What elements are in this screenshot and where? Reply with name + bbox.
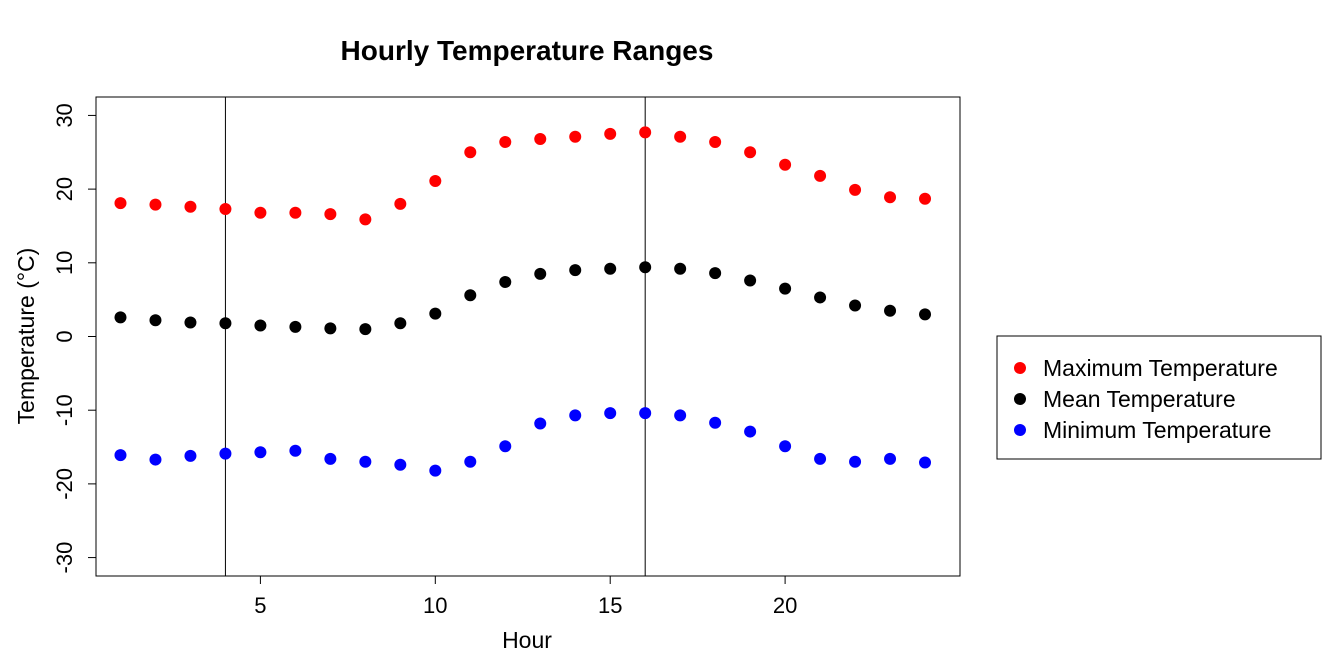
x-tick-label: 15	[598, 593, 622, 618]
data-point	[814, 291, 827, 304]
data-point	[779, 158, 792, 171]
y-tick-label: -20	[52, 468, 77, 500]
data-point	[219, 317, 232, 330]
x-tick-label: 10	[423, 593, 447, 618]
data-point	[359, 213, 372, 226]
data-point	[919, 456, 932, 469]
legend: Maximum Temperature Mean Temperature Minim…	[996, 335, 1322, 460]
y-axis: -30 -20 -10 0 10 20 30	[52, 103, 97, 574]
data-point	[674, 409, 687, 422]
data-point	[184, 316, 197, 329]
data-point	[569, 130, 582, 143]
data-point	[639, 261, 652, 274]
data-point	[359, 323, 372, 336]
data-point	[674, 262, 687, 275]
data-point	[464, 289, 477, 302]
data-point	[534, 417, 547, 430]
y-axis-label: Temperature (°C)	[13, 248, 39, 425]
data-point	[639, 407, 652, 420]
legend-label: Mean Temperature	[1043, 386, 1236, 412]
data-point	[709, 135, 722, 148]
legend-marker	[1014, 424, 1026, 436]
data-point	[289, 206, 302, 219]
y-tick-label: -10	[52, 394, 77, 426]
legend-marker	[1014, 393, 1026, 405]
data-point	[779, 440, 792, 453]
data-point	[744, 425, 757, 438]
data-point	[604, 127, 617, 140]
data-point	[114, 449, 127, 462]
data-point	[324, 322, 337, 335]
data-point	[114, 197, 127, 210]
data-point	[639, 126, 652, 139]
data-point	[569, 264, 582, 277]
data-point	[674, 130, 687, 143]
data-point	[149, 453, 162, 466]
data-point	[184, 449, 197, 462]
y-tick-label: 20	[52, 177, 77, 201]
data-point	[604, 262, 617, 275]
data-point	[849, 299, 862, 312]
data-point	[149, 314, 162, 327]
reference-lines	[224, 97, 646, 576]
data-point	[324, 452, 337, 465]
data-point	[884, 452, 897, 465]
data-point	[709, 267, 722, 280]
data-point	[604, 407, 617, 420]
data-point	[849, 183, 862, 196]
data-point	[534, 267, 547, 280]
x-axis: 5 10 15 20	[254, 575, 797, 618]
data-point	[464, 455, 477, 468]
data-point	[324, 208, 337, 221]
y-tick-label: 0	[52, 330, 77, 342]
data-point	[744, 274, 757, 287]
data-point	[919, 192, 932, 205]
data-point	[534, 133, 547, 146]
data-point	[394, 197, 407, 210]
data-point	[429, 307, 442, 320]
data-point	[219, 447, 232, 460]
y-tick-label: 10	[52, 251, 77, 275]
data-point	[464, 146, 477, 159]
x-tick-label: 20	[773, 593, 797, 618]
data-point	[919, 308, 932, 321]
data-point	[849, 455, 862, 468]
legend-label: Maximum Temperature	[1043, 355, 1278, 381]
data-point	[499, 135, 512, 148]
data-point	[814, 169, 827, 182]
data-point	[289, 444, 302, 457]
data-point	[184, 200, 197, 213]
data-point	[569, 409, 582, 422]
data-point	[359, 455, 372, 468]
data-point	[779, 282, 792, 295]
y-tick-label: -30	[52, 542, 77, 574]
x-tick-label: 5	[254, 593, 266, 618]
data-point	[744, 146, 757, 159]
data-point	[394, 458, 407, 471]
data-point	[114, 311, 127, 324]
data-point	[219, 203, 232, 216]
data-point	[884, 304, 897, 317]
data-point	[254, 446, 267, 459]
chart-title: Hourly Temperature Ranges	[341, 35, 714, 66]
data-point	[884, 191, 897, 204]
data-point	[429, 175, 442, 188]
data-point	[254, 319, 267, 332]
data-point	[149, 198, 162, 211]
data-point	[254, 206, 267, 219]
data-points	[114, 126, 932, 477]
data-point	[429, 464, 442, 477]
data-point	[709, 416, 722, 429]
y-tick-label: 30	[52, 103, 77, 127]
data-point	[499, 275, 512, 288]
data-point	[499, 440, 512, 453]
data-point	[814, 452, 827, 465]
x-axis-label: Hour	[502, 627, 552, 653]
legend-label: Minimum Temperature	[1043, 417, 1271, 443]
data-point	[289, 320, 302, 333]
legend-box	[996, 335, 1322, 460]
legend-marker	[1014, 362, 1026, 374]
data-point	[394, 317, 407, 330]
